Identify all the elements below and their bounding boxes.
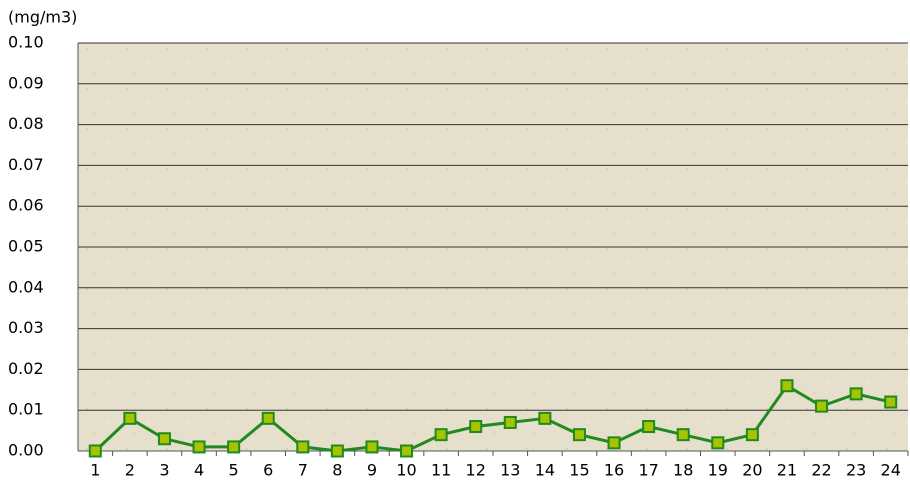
x-tick-label: 22 (811, 461, 831, 480)
data-point (745, 428, 759, 442)
y-tick-label: 0.05 (8, 237, 44, 256)
x-tick-label: 9 (367, 461, 377, 480)
x-tick-label: 15 (569, 461, 589, 480)
data-point (365, 440, 379, 454)
x-tick-label: 13 (500, 461, 520, 480)
data-point (572, 428, 586, 442)
data-point (676, 428, 690, 442)
x-tick-label: 10 (396, 461, 416, 480)
x-tick-label: 4 (194, 461, 204, 480)
x-tick-label: 16 (604, 461, 624, 480)
data-point (884, 395, 898, 409)
data-point (780, 379, 794, 393)
x-tick-label: 12 (466, 461, 486, 480)
x-tick-label: 3 (159, 461, 169, 480)
data-point (296, 440, 310, 454)
x-tick-label: 23 (846, 461, 866, 480)
x-tick-label: 6 (263, 461, 273, 480)
x-tick-label: 11 (431, 461, 451, 480)
data-point (192, 440, 206, 454)
data-point (503, 415, 517, 429)
data-point (711, 436, 725, 450)
x-tick-label: 20 (742, 461, 762, 480)
x-tick-label: 24 (881, 461, 901, 480)
data-point (400, 444, 414, 458)
data-point (227, 440, 241, 454)
data-point (330, 444, 344, 458)
y-tick-label: 0.00 (8, 441, 44, 460)
x-tick-label: 1 (90, 461, 100, 480)
x-tick-label: 2 (125, 461, 135, 480)
x-tick-label: 21 (777, 461, 797, 480)
data-point (157, 432, 171, 446)
data-point (88, 444, 102, 458)
data-point (434, 428, 448, 442)
data-point (815, 399, 829, 413)
x-tick-label: 18 (673, 461, 693, 480)
y-tick-label: 0.07 (8, 155, 44, 174)
data-point (607, 436, 621, 450)
x-tick-label: 8 (332, 461, 342, 480)
x-tick-label: 19 (708, 461, 728, 480)
data-point (123, 411, 137, 425)
y-tick-label: 0.06 (8, 196, 44, 215)
y-tick-label: 0.08 (8, 114, 44, 133)
y-tick-label: 0.10 (8, 33, 44, 52)
data-point (849, 387, 863, 401)
x-tick-label: 14 (535, 461, 555, 480)
data-point (642, 420, 656, 434)
data-point (469, 420, 483, 434)
x-tick-label: 17 (638, 461, 658, 480)
data-point (261, 411, 275, 425)
y-tick-label: 0.03 (8, 318, 44, 337)
y-tick-label: 0.02 (8, 359, 44, 378)
y-tick-label: 0.09 (8, 73, 44, 92)
x-tick-label: 7 (298, 461, 308, 480)
y-tick-label: 0.04 (8, 277, 44, 296)
y-tick-label: 0.01 (8, 400, 44, 419)
y-axis-label: (mg/m3) (8, 8, 77, 27)
x-tick-label: 5 (229, 461, 239, 480)
data-point (538, 411, 552, 425)
